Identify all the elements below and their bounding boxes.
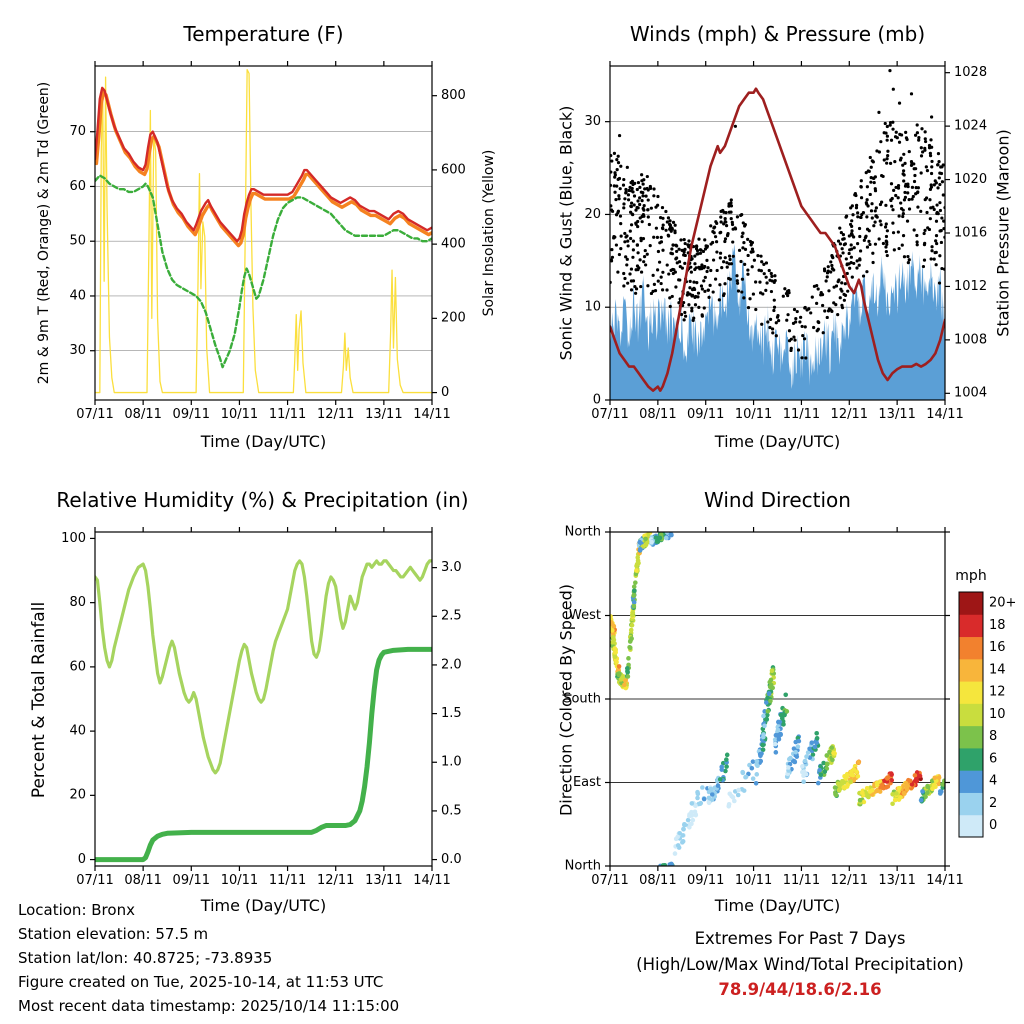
extremes-title: Extremes For Past 7 Days: [694, 929, 906, 948]
extremes-values: 78.9/44/18.6/2.16: [718, 980, 882, 999]
wind-direction-chart-canvas: [512, 512, 1024, 952]
direction-left-yaxis-label: Direction (Colored By Speed): [556, 583, 576, 817]
pressure-right-yaxis-label: Station Pressure (Maroon): [993, 129, 1013, 337]
winds-pressure-chart-canvas: [512, 0, 1024, 470]
station-latlon: Station lat/lon: 40.8725; -73.8935: [18, 949, 273, 967]
humidity-precip-title: Relative Humidity (%) & Precipitation (i…: [56, 488, 469, 512]
humidity-left-yaxis-label: Percent & Total Rainfall: [29, 601, 49, 799]
wind-left-yaxis-label: Sonic Wind & Gust (Blue, Black): [556, 105, 576, 361]
wind-direction-title: Wind Direction: [704, 488, 851, 512]
most-recent-data-timestamp: Most recent data timestamp: 2025/10/14 1…: [18, 997, 400, 1015]
temperature-xaxis-label: Time (Day/UTC): [200, 432, 327, 451]
solar-right-yaxis-label: Solar Insolation (Yellow): [481, 149, 497, 317]
direction-xaxis-label: Time (Day/UTC): [714, 896, 841, 915]
colorbar-title: mph: [955, 568, 987, 584]
temperature-title: Temperature (F): [183, 22, 344, 46]
humidity-precip-chart-canvas: [0, 512, 512, 952]
winds-pressure-title: Winds (mph) & Pressure (mb): [629, 22, 926, 46]
figure-created-timestamp: Figure created on Tue, 2025-10-14, at 11…: [18, 973, 384, 991]
station-elevation: Station elevation: 57.5 m: [18, 925, 209, 943]
extremes-block: Extremes For Past 7 Days (High/Low/Max W…: [555, 926, 1024, 1003]
temperature-left-yaxis-label: 2m & 9m T (Red, Orange) & 2m Td (Green): [36, 81, 52, 385]
winds-xaxis-label: Time (Day/UTC): [714, 432, 841, 451]
humidity-xaxis-label: Time (Day/UTC): [200, 896, 327, 915]
temperature-chart-canvas: [0, 0, 512, 470]
station-location: Location: Bronx: [18, 901, 135, 919]
station-info-block: Location: Bronx Station elevation: 57.5 …: [18, 898, 399, 1018]
extremes-subtitle: (High/Low/Max Wind/Total Precipitation): [636, 954, 964, 974]
